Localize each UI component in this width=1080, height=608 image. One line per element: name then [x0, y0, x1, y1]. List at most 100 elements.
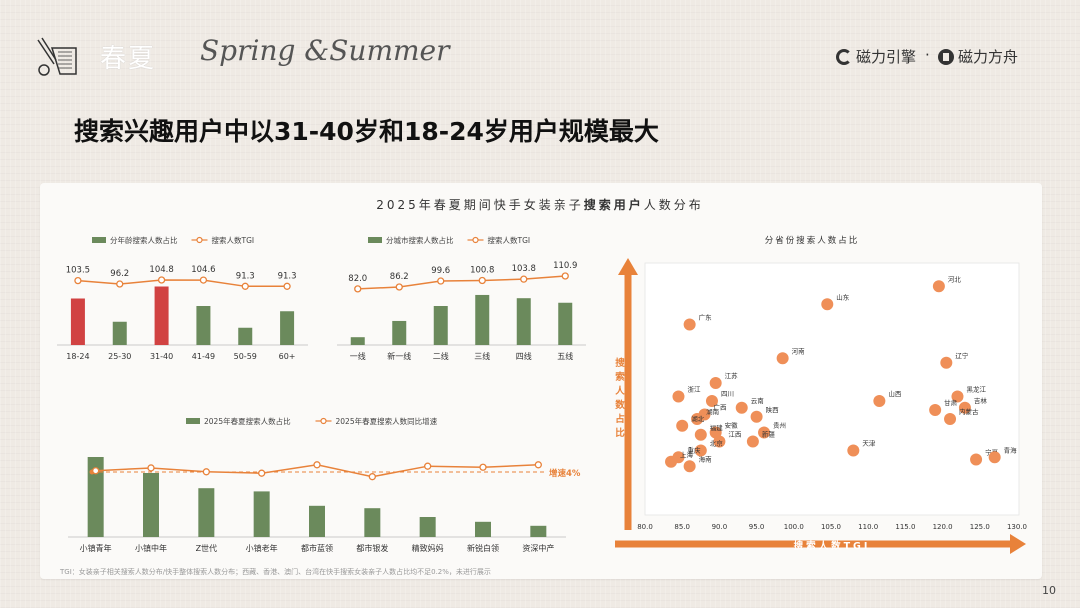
legend-line-marker [196, 236, 203, 244]
province-label: 江西 [728, 431, 742, 439]
x-tick-label: 小镇青年 [80, 543, 112, 553]
tgi-data-label: 103.5 [66, 266, 90, 276]
province-point [694, 444, 707, 457]
province-point [713, 435, 726, 448]
province-label: 山西 [888, 389, 902, 398]
province-point [746, 435, 759, 448]
tgi-point [520, 275, 528, 283]
brand-dot: · [925, 46, 930, 64]
province-label: 贵州 [773, 421, 786, 430]
province-point [873, 395, 886, 407]
x-tick-label: 五线 [557, 351, 573, 361]
x-tick-label: 105.0 [821, 523, 841, 531]
legend-label: 搜索人数TGI [212, 235, 255, 245]
x-axis-arrow-head [1010, 534, 1026, 554]
legend-label: 分城市搜索人数占比 [386, 235, 454, 245]
bar [238, 327, 253, 345]
legend-label: 分年龄搜索人数占比 [110, 235, 178, 245]
tgi-data-label: 99.6 [431, 266, 450, 276]
x-tick-label: 新锐白领 [467, 543, 499, 553]
legend-bar-swatch [186, 418, 200, 424]
tgi-point [561, 272, 569, 280]
bar [196, 306, 211, 345]
y-axis-label-char: 比 [615, 427, 625, 439]
city-chart: 分城市搜索人数占比 搜索人数TGI 一线 新一线 二线 三线 四线 五线 82.0 86.2 99.… [337, 235, 586, 361]
tgi-point [283, 282, 291, 290]
x-tick-label: 41-49 [192, 352, 215, 361]
province-point [847, 444, 860, 457]
growth-point [202, 468, 210, 476]
page-number: 10 [1042, 584, 1056, 597]
province-point [758, 426, 771, 439]
bar [143, 473, 159, 537]
tgi-data-label: 96.2 [110, 269, 129, 279]
growth-annotation: 增速4% [549, 468, 581, 479]
brand-separator: · [925, 46, 930, 64]
province-point [776, 352, 789, 365]
province-label: 四川 [721, 390, 734, 398]
province-point [709, 377, 722, 389]
x-tick-label: 精致妈妈 [412, 543, 444, 553]
brand-name: 磁力引擎 [856, 48, 917, 66]
tgi-point [74, 276, 82, 285]
tgi-data-label: 104.6 [191, 265, 215, 275]
province-label: 辽宁 [955, 351, 969, 360]
bar [280, 311, 295, 345]
x-tick-label: 二线 [433, 351, 449, 361]
legend-bar-swatch [92, 237, 106, 243]
x-axis-label: 搜索人数TGI [794, 540, 871, 552]
bar [419, 517, 436, 537]
y-axis-label-char: 索 [615, 371, 625, 383]
bar [392, 320, 407, 345]
tgi-point [157, 276, 166, 284]
bar [87, 457, 104, 537]
province-point [750, 410, 763, 423]
province-label: 天津 [862, 440, 876, 448]
card-title-post: 人数分布 [643, 198, 704, 212]
province-label: 福建 [710, 423, 724, 432]
province-point [672, 390, 685, 403]
province-point [694, 428, 707, 441]
province-point [944, 413, 957, 425]
province-point [988, 451, 1001, 464]
bar [253, 491, 270, 537]
province-point [735, 401, 748, 414]
x-tick-label: 都市蓝领 [301, 543, 333, 553]
x-tick-label: 25-30 [108, 352, 131, 361]
card-title-pre: 2025年春夏期间快手女装亲子 [376, 198, 584, 212]
legend-line-marker [320, 417, 327, 425]
province-label: 甘肃 [944, 398, 958, 407]
legend-bar-swatch [368, 237, 382, 243]
tgi-point [354, 285, 362, 293]
province-label: 广东 [699, 313, 713, 322]
province-point [676, 419, 689, 432]
legend-label: 搜索人数TGI [488, 235, 531, 245]
bar [309, 505, 325, 537]
province-label: 北京 [710, 439, 724, 448]
age-chart: 分年龄搜索人数占比 搜索人数TGI 18-24 25-30 31-40 41-49 50-5… [57, 235, 308, 361]
growth-point [368, 473, 376, 481]
x-tick-label: 115.0 [895, 523, 915, 531]
y-axis-label-char: 数 [614, 399, 625, 411]
x-tick-label: 120.0 [933, 523, 953, 531]
province-label: 重庆 [687, 445, 701, 454]
province-label: 山东 [836, 292, 850, 301]
x-tick-label: 一线 [350, 351, 366, 361]
growth-point [258, 469, 266, 477]
ark-logo-icon [938, 48, 954, 65]
province-point [932, 280, 945, 293]
province-label: 内蒙古 [959, 407, 979, 416]
brand-cili-ark: 磁力方舟 [938, 46, 1018, 67]
province-point [970, 453, 983, 466]
growth-point [479, 463, 487, 471]
bar [350, 337, 365, 345]
province-label: 安徽 [725, 421, 739, 430]
province-label: 吉林 [974, 396, 988, 405]
x-tick-label: Z世代 [196, 543, 217, 553]
y-axis-arrow-head [618, 258, 638, 275]
scatter-title: 分省份搜索人数占比 [765, 235, 860, 246]
province-point [951, 390, 964, 403]
legend-label: 2025年春夏搜索人数占比 [204, 416, 291, 426]
bar [558, 302, 573, 345]
